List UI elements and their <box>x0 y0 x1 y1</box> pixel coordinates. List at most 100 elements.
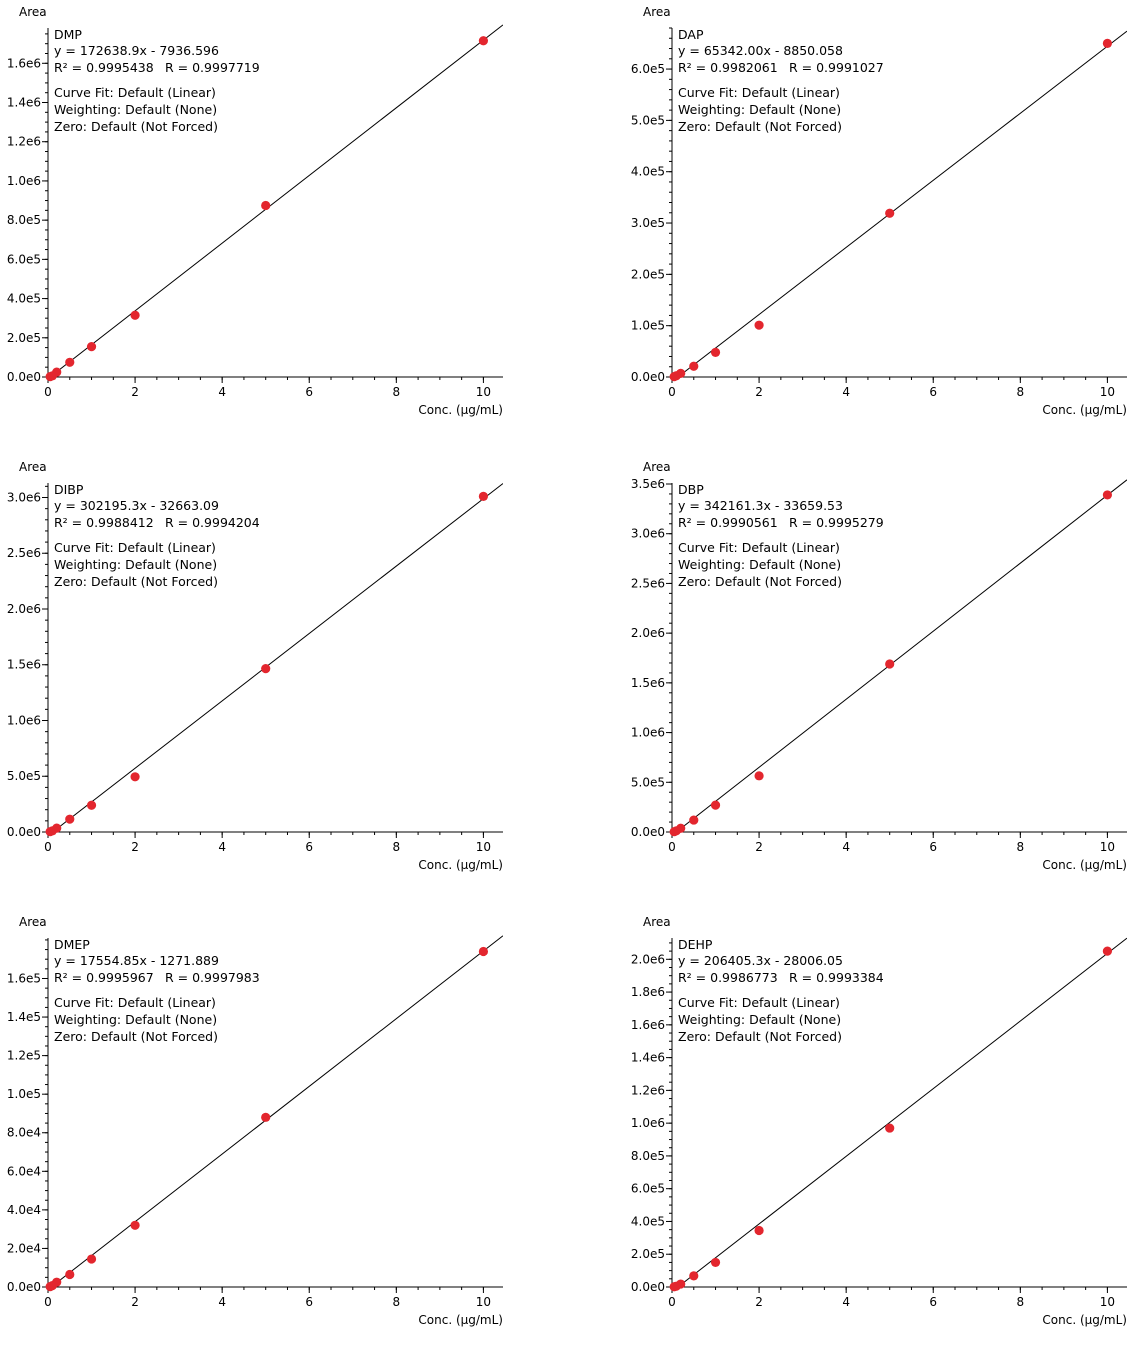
y-axis-title: Area <box>19 5 47 19</box>
x-tick-label: 10 <box>1100 840 1115 854</box>
data-point <box>710 800 721 810</box>
y-tick-label: 4.0e5 <box>7 292 41 306</box>
x-tick-label: 10 <box>1100 1295 1115 1309</box>
data-point <box>1102 946 1113 956</box>
regression-equation: y = 342161.3x - 33659.53 <box>678 498 843 513</box>
chart-svg: 0.0e0 2.0e4 4.0e4 6.0e4 8.0e4 1.0e5 1.2e5 1.4e5… <box>7 915 503 1327</box>
y-tick-label: 6.0e5 <box>631 1182 665 1196</box>
data-point <box>86 800 97 810</box>
zero-label: Zero: Default (Not Forced) <box>54 574 218 589</box>
regression-line <box>677 30 1127 377</box>
y-axis-title: Area <box>643 915 671 929</box>
calibration-chart-dap: 0.0e0 1.0e5 2.0e5 3.0e5 4.0e5 5.0e5 6.0e5 0 2 4 6 8… <box>624 0 1130 455</box>
data-point <box>52 823 62 833</box>
y-tick-label: 3.0e5 <box>631 216 665 230</box>
y-tick-label: 1.2e6 <box>631 1083 665 1097</box>
y-tick-label: 1.5e6 <box>631 676 665 690</box>
x-axis-title: Conc. (µg/mL) <box>1042 403 1127 417</box>
data-point <box>130 772 140 782</box>
compound-name: DMP <box>54 27 82 42</box>
y-tick-label: 1.4e5 <box>7 1010 41 1024</box>
x-tick-label: 8 <box>393 385 401 399</box>
y-tick-label: 1.5e6 <box>7 658 41 672</box>
x-tick-label: 6 <box>305 840 313 854</box>
zero-label: Zero: Default (Not Forced) <box>54 1029 218 1044</box>
calibration-chart-dehp: 0.0e0 2.0e5 4.0e5 6.0e5 8.0e5 1.0e6 1.2e6 1.4e6… <box>624 910 1130 1365</box>
r-squared-value: R² = 0.9995438 <box>54 60 154 75</box>
y-tick-label: 1.4e6 <box>7 96 41 110</box>
y-tick-label: 1.2e5 <box>7 1049 41 1063</box>
calibration-chart-dibp: 0.0e0 5.0e5 1.0e6 1.5e6 2.0e6 2.5e6 3.0e6 0 2 4 6 8… <box>0 455 565 910</box>
y-tick-label: 2.0e5 <box>7 331 41 345</box>
regression-equation: y = 65342.00x - 8850.058 <box>678 43 843 58</box>
weighting-label: Weighting: Default (None) <box>54 1012 217 1027</box>
data-point <box>130 310 140 320</box>
x-tick-label: 6 <box>305 385 313 399</box>
data-point <box>52 1277 62 1287</box>
r-squared-value: R² = 0.9990561 <box>678 515 778 530</box>
x-tick-label: 6 <box>929 1295 937 1309</box>
x-tick-label: 4 <box>218 1295 226 1309</box>
data-point <box>885 659 895 669</box>
data-point <box>130 1220 140 1230</box>
data-point <box>52 367 62 377</box>
y-tick-label: 1.2e6 <box>7 135 41 149</box>
chart-svg: 0.0e0 1.0e5 2.0e5 3.0e5 4.0e5 5.0e5 6.0e5 0 2 4 6 8… <box>631 5 1127 417</box>
data-point <box>754 771 764 781</box>
x-tick-label: 6 <box>305 1295 313 1309</box>
x-tick-label: 2 <box>131 385 139 399</box>
chart-svg: 0.0e0 5.0e5 1.0e6 1.5e6 2.0e6 2.5e6 3.0e6 3.5e6… <box>631 460 1127 872</box>
compound-name: DBP <box>678 482 704 497</box>
weighting-label: Weighting: Default (None) <box>54 557 217 572</box>
chart-svg: 0.0e0 2.0e5 4.0e5 6.0e5 8.0e5 1.0e6 1.2e6 1.4e6… <box>7 5 503 417</box>
r-value: R = 0.9997983 <box>165 970 260 985</box>
regression-line <box>675 479 1127 832</box>
x-tick-label: 4 <box>218 840 226 854</box>
y-tick-label: 1.0e6 <box>7 174 41 188</box>
y-tick-label: 3.0e6 <box>631 527 665 541</box>
y-tick-label: 1.4e6 <box>631 1051 665 1065</box>
y-tick-label: 2.0e5 <box>631 1247 665 1261</box>
chart-svg: 0.0e0 2.0e5 4.0e5 6.0e5 8.0e5 1.0e6 1.2e6 1.4e6… <box>631 915 1127 1327</box>
x-tick-label: 2 <box>755 1295 763 1309</box>
y-tick-label: 1.8e6 <box>631 985 665 999</box>
chart-svg: 0.0e0 5.0e5 1.0e6 1.5e6 2.0e6 2.5e6 3.0e6 0 2 4 6 8… <box>7 460 503 872</box>
y-tick-label: 1.0e5 <box>7 1087 41 1101</box>
y-tick-label: 0.0e0 <box>631 1280 665 1294</box>
y-tick-label: 5.0e5 <box>7 769 41 783</box>
y-tick-label: 6.0e5 <box>7 252 41 266</box>
data-point <box>478 491 489 501</box>
x-tick-label: 10 <box>476 1295 491 1309</box>
weighting-label: Weighting: Default (None) <box>678 102 841 117</box>
x-tick-label: 4 <box>842 840 850 854</box>
r-value: R = 0.9993384 <box>789 970 884 985</box>
data-point <box>261 664 271 674</box>
y-tick-label: 2.0e6 <box>7 602 41 616</box>
x-tick-label: 0 <box>44 385 52 399</box>
data-point <box>261 1112 271 1122</box>
r-squared-value: R² = 0.9986773 <box>678 970 778 985</box>
data-point <box>754 320 764 330</box>
y-tick-label: 2.0e4 <box>7 1241 41 1255</box>
r-squared-value: R² = 0.9982061 <box>678 60 778 75</box>
r-squared-value: R² = 0.9988412 <box>54 515 154 530</box>
x-tick-label: 0 <box>44 1295 52 1309</box>
weighting-label: Weighting: Default (None) <box>678 1012 841 1027</box>
r-squared-value: R² = 0.9995967 <box>54 970 154 985</box>
calibration-chart-dmep: 0.0e0 2.0e4 4.0e4 6.0e4 8.0e4 1.0e5 1.2e5 1.4e5… <box>0 910 565 1365</box>
x-tick-label: 10 <box>476 385 491 399</box>
y-tick-label: 5.0e5 <box>631 113 665 127</box>
x-tick-label: 10 <box>476 840 491 854</box>
x-tick-label: 10 <box>1100 385 1115 399</box>
y-tick-label: 1.6e6 <box>631 1018 665 1032</box>
data-point <box>1102 38 1113 48</box>
y-tick-label: 4.0e5 <box>631 165 665 179</box>
y-tick-label: 8.0e5 <box>7 213 41 227</box>
calibration-chart-dmp: 0.0e0 2.0e5 4.0e5 6.0e5 8.0e5 1.0e6 1.2e6 1.4e6… <box>0 0 565 455</box>
calibration-chart-grid: 0.0e0 2.0e5 4.0e5 6.0e5 8.0e5 1.0e6 1.2e6 1.4e6… <box>0 0 1130 1327</box>
compound-name: DEHP <box>678 937 713 952</box>
compound-name: DMEP <box>54 937 90 952</box>
x-tick-label: 0 <box>668 385 676 399</box>
y-tick-label: 8.0e4 <box>7 1126 41 1140</box>
x-tick-label: 6 <box>929 840 937 854</box>
